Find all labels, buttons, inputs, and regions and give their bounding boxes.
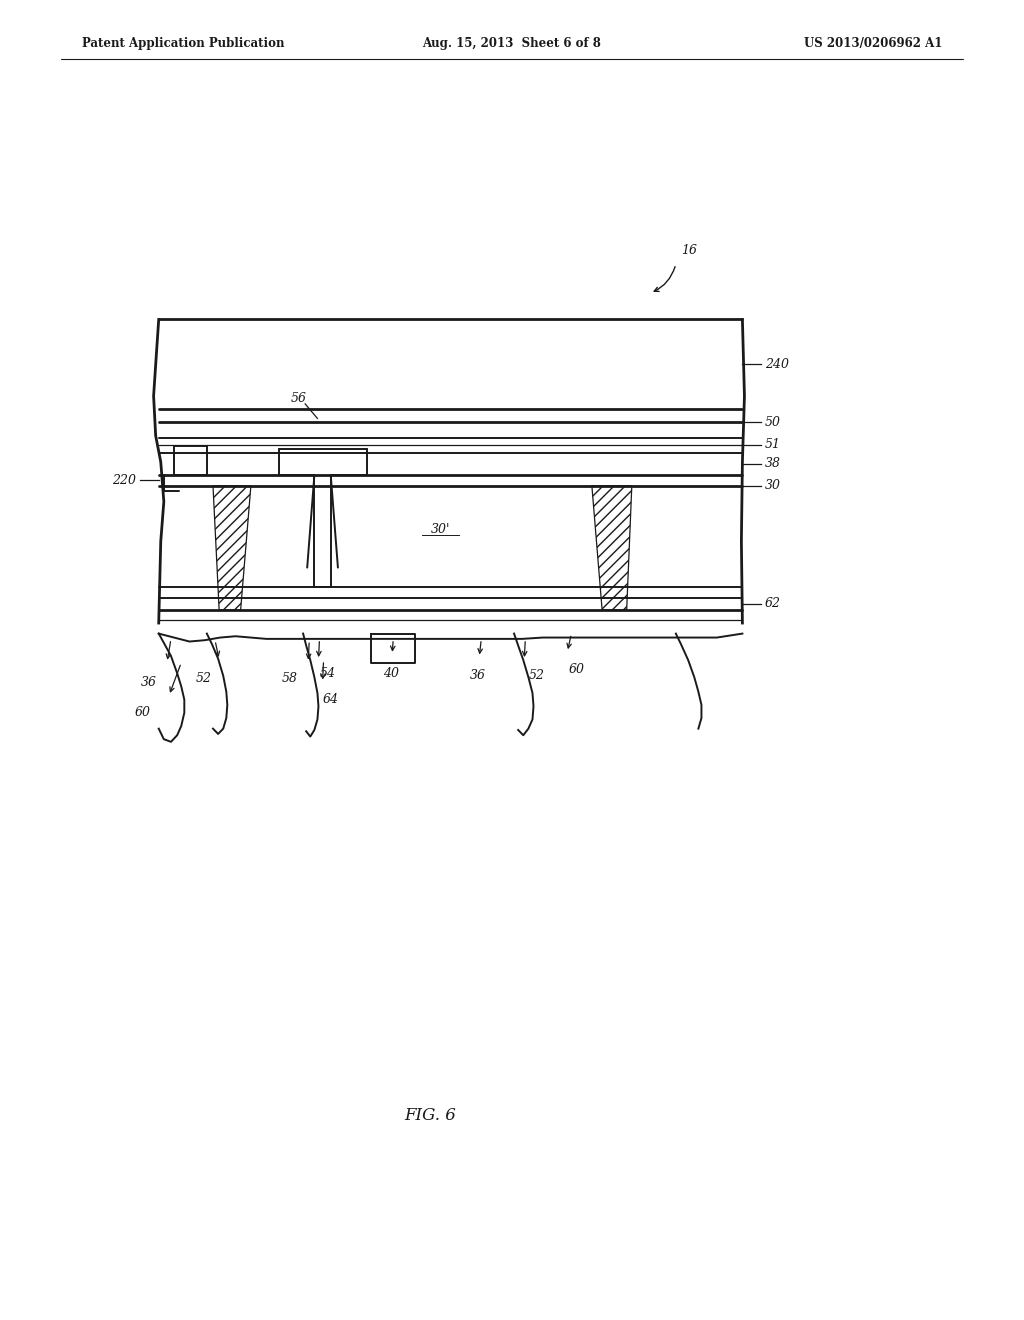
Text: 36: 36 <box>470 669 486 682</box>
Text: 64: 64 <box>323 693 339 706</box>
Text: 30': 30' <box>431 524 450 536</box>
Text: 50: 50 <box>765 416 781 429</box>
Text: 30: 30 <box>765 479 781 492</box>
Text: 56: 56 <box>291 392 307 405</box>
Text: Patent Application Publication: Patent Application Publication <box>82 37 285 50</box>
Text: 240: 240 <box>765 358 788 371</box>
Text: 58: 58 <box>282 672 298 685</box>
Text: 16: 16 <box>681 244 697 257</box>
Text: 54: 54 <box>319 667 336 680</box>
Text: 52: 52 <box>528 669 545 682</box>
Text: FIG. 6: FIG. 6 <box>404 1107 456 1123</box>
Text: 51: 51 <box>765 438 781 451</box>
Text: 60: 60 <box>134 706 151 719</box>
Text: 52: 52 <box>196 672 212 685</box>
Text: 36: 36 <box>140 676 157 689</box>
Polygon shape <box>592 486 632 610</box>
FancyArrowPatch shape <box>654 267 675 292</box>
Text: Aug. 15, 2013  Sheet 6 of 8: Aug. 15, 2013 Sheet 6 of 8 <box>423 37 601 50</box>
Text: 62: 62 <box>765 598 781 610</box>
Text: 38: 38 <box>765 458 781 470</box>
Text: 60: 60 <box>568 663 585 676</box>
Text: US 2013/0206962 A1: US 2013/0206962 A1 <box>804 37 942 50</box>
Text: 40: 40 <box>383 667 399 680</box>
Polygon shape <box>213 486 251 610</box>
Text: 220: 220 <box>113 474 136 487</box>
